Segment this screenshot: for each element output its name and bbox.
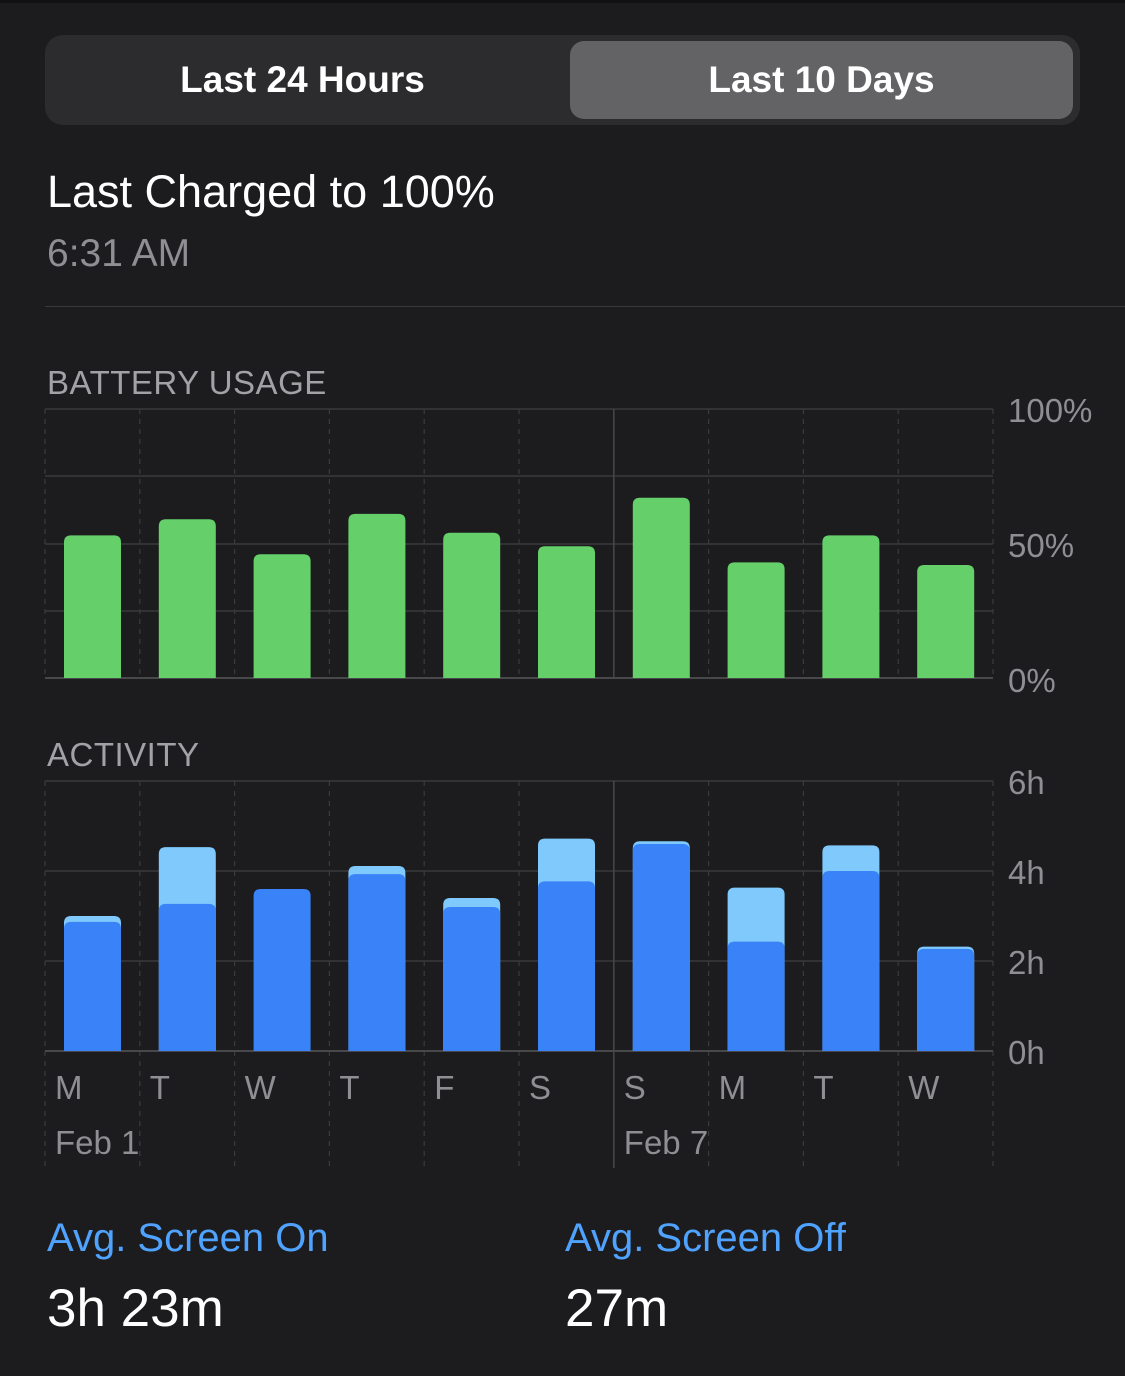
battery-bar [348, 513, 406, 678]
x-tick-label: M [719, 1069, 747, 1106]
avg-screen-off-label: Avg. Screen Off [565, 1216, 846, 1260]
x-axis-labels: M T W T F S S M T W Feb 1 Feb 7 [55, 1069, 940, 1161]
avg-screen-on-value: 3h 23m [47, 1279, 224, 1338]
battery-y-tick-0: 0% [1008, 662, 1056, 699]
x-tick-label: W [245, 1069, 277, 1106]
avg-screen-on-label: Avg. Screen On [47, 1216, 329, 1260]
battery-bar [727, 562, 785, 678]
activity-y-tick-6h: 6h [1008, 764, 1045, 801]
battery-bar [632, 497, 690, 678]
activity-bar-screen-on [727, 941, 785, 1051]
battery-bar [443, 532, 501, 678]
x-tick-label: T [813, 1069, 833, 1106]
avg-screen-off-value: 27m [565, 1279, 669, 1338]
battery-bar [822, 535, 880, 678]
x-tick-label: T [150, 1069, 170, 1106]
activity-bar-screen-on [538, 881, 595, 1051]
activity-bar-screen-on [253, 889, 311, 1051]
x-tick-label: S [529, 1069, 551, 1106]
battery-bar [158, 519, 216, 678]
last-charged-time: 6:31 AM [47, 232, 191, 275]
divider [45, 306, 1125, 307]
segment-last-10-days[interactable]: Last 10 Days [570, 41, 1073, 119]
x-tick-label: W [908, 1069, 940, 1106]
time-range-segmented-control: Last 24 Hours Last 10 Days [45, 35, 1080, 125]
activity-y-tick-2h: 2h [1008, 944, 1045, 981]
battery-y-tick-100: 100% [1008, 392, 1093, 429]
battery-bar [253, 554, 311, 678]
activity-y-tick-0h: 0h [1008, 1034, 1045, 1071]
x-date-label: Feb 1 [55, 1124, 139, 1161]
activity-bar-screen-on [632, 844, 690, 1051]
battery-bar [917, 565, 975, 678]
last-charged-title: Last Charged to 100% [47, 166, 495, 217]
x-tick-label: S [624, 1069, 646, 1106]
x-date-label: Feb 7 [624, 1124, 708, 1161]
x-tick-label: M [55, 1069, 83, 1106]
activity-y-tick-4h: 4h [1008, 854, 1045, 891]
activity-bar-screen-on [917, 948, 975, 1051]
x-tick-label: F [434, 1069, 454, 1106]
activity-bar-screen-on [348, 874, 406, 1051]
activity-bar-screen-on [443, 907, 501, 1051]
top-edge [0, 0, 1125, 3]
battery-bar [538, 546, 595, 678]
battery-usage-chart [44, 408, 994, 679]
segment-last-24-hours[interactable]: Last 24 Hours [180, 59, 425, 100]
activity-bar-screen-on [822, 871, 880, 1051]
battery-y-tick-50: 50% [1008, 527, 1075, 564]
activity-bar-screen-on [158, 903, 216, 1051]
activity-chart [44, 780, 994, 1168]
battery-bar [64, 535, 121, 678]
x-tick-label: T [339, 1069, 359, 1106]
battery-usage-heading: BATTERY USAGE [47, 364, 327, 401]
activity-heading: ACTIVITY [47, 736, 200, 773]
activity-bar-screen-on [64, 921, 121, 1051]
